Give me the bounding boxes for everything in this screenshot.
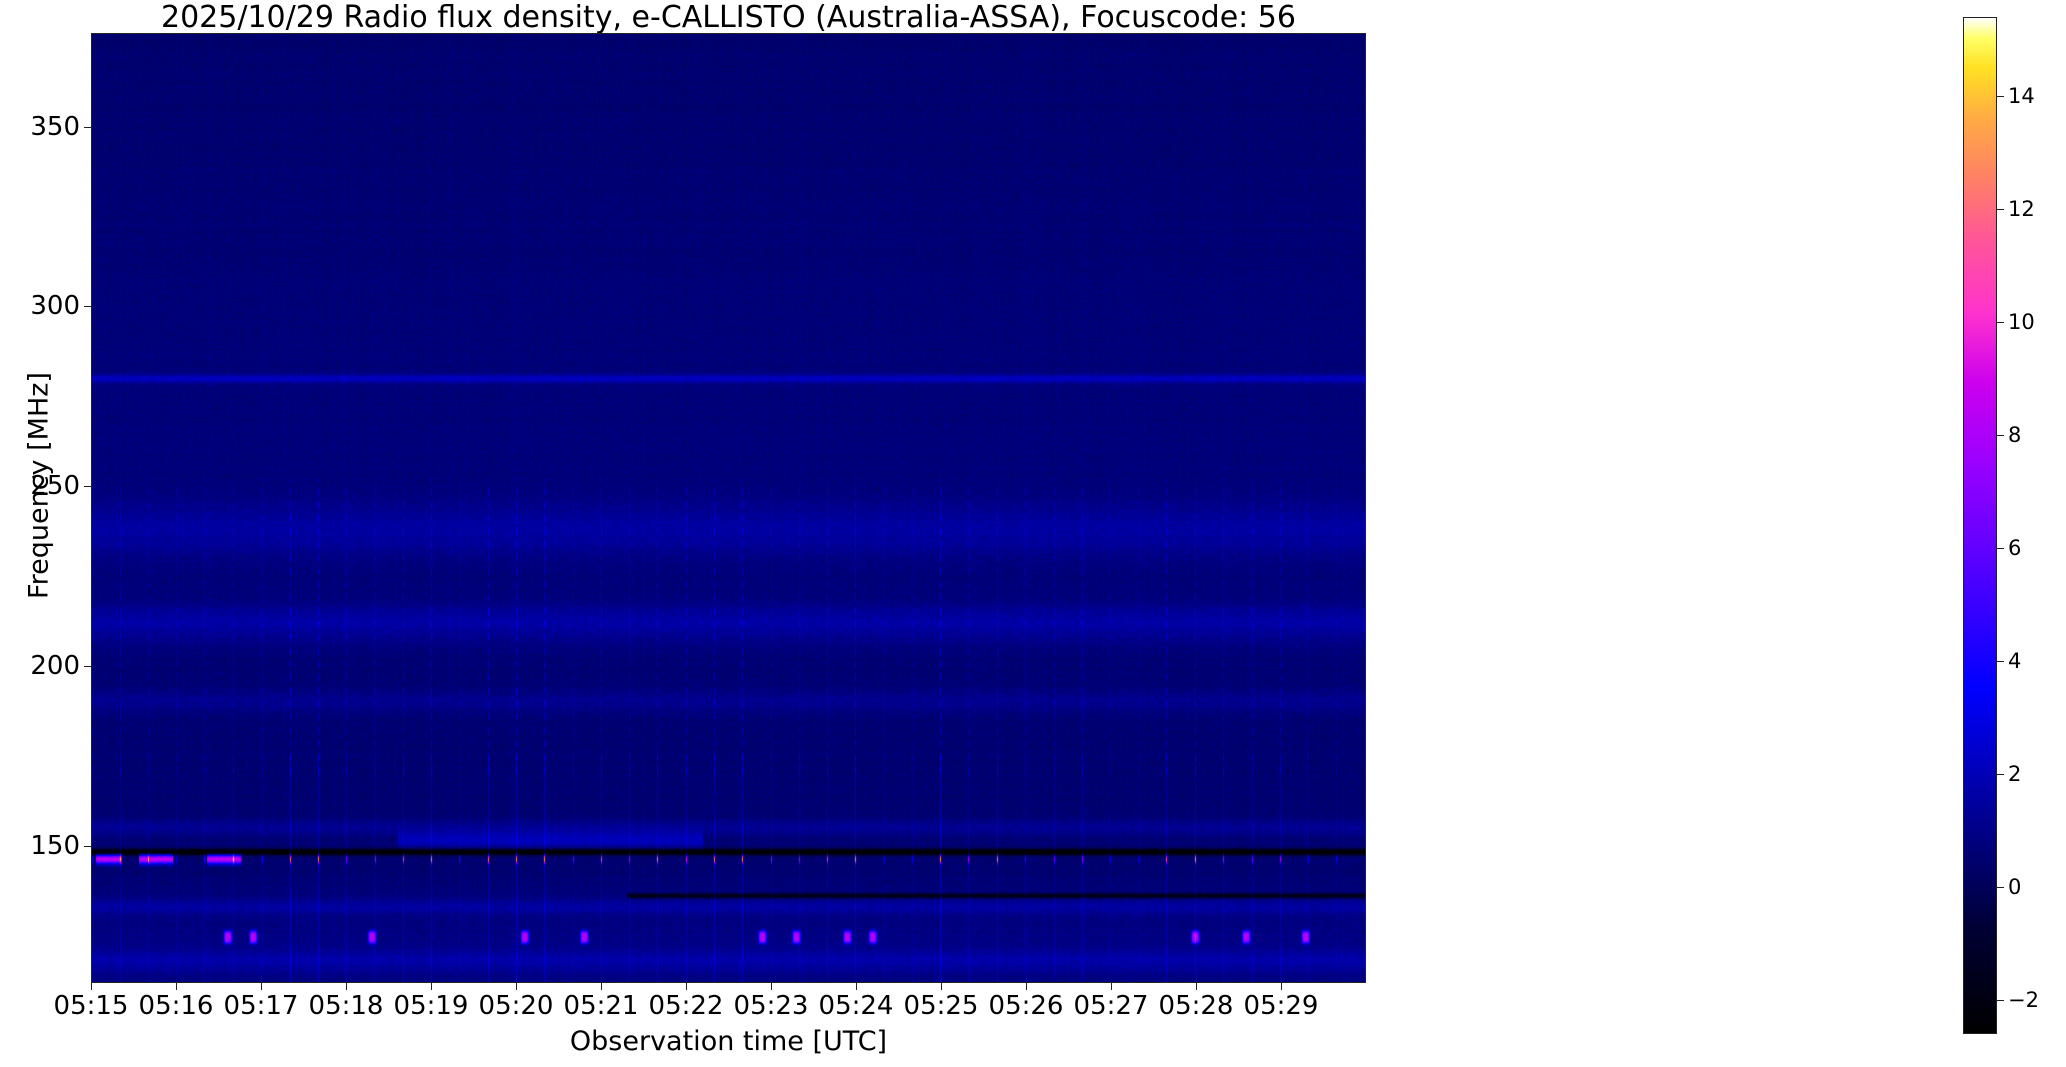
y-tick-label: 200 xyxy=(30,651,80,682)
spectrogram-plot-area[interactable] xyxy=(91,33,1366,983)
colorbar-tick-label: 8 xyxy=(2008,423,2022,448)
x-tick-label: 05:17 xyxy=(223,991,299,1021)
x-tick-mark xyxy=(1026,983,1027,990)
colorbar-tick-mark xyxy=(1997,548,2004,549)
x-axis-label: Observation time [UTC] xyxy=(569,1026,888,1057)
x-tick-mark xyxy=(686,983,687,990)
colorbar-tick-label: 0 xyxy=(2008,875,2022,900)
colorbar-gradient xyxy=(1963,17,1997,1034)
y-tick-mark xyxy=(84,127,91,128)
x-tick-mark xyxy=(346,983,347,990)
x-tick-mark xyxy=(431,983,432,990)
page-title: 2025/10/29 Radio flux density, e-CALLIST… xyxy=(161,0,1296,35)
colorbar-tick-label: −2 xyxy=(2008,988,2039,1013)
y-tick-mark xyxy=(84,666,91,667)
y-tick-mark xyxy=(84,306,91,307)
x-tick-mark xyxy=(856,983,857,990)
colorbar-tick-mark xyxy=(1997,1000,2004,1001)
colorbar-tick-mark xyxy=(1997,435,2004,436)
y-tick-label: 350 xyxy=(30,111,80,142)
x-tick-label: 05:24 xyxy=(818,991,894,1021)
x-tick-label: 05:23 xyxy=(733,991,809,1021)
colorbar-tick-label: 12 xyxy=(2008,197,2035,222)
y-tick-mark xyxy=(84,486,91,487)
x-tick-label: 05:16 xyxy=(138,991,214,1021)
x-tick-mark xyxy=(516,983,517,990)
colorbar-tick-mark xyxy=(1997,887,2004,888)
colorbar-tick-mark xyxy=(1997,322,2004,323)
colorbar-tick-label: 4 xyxy=(2008,649,2022,674)
x-tick-label: 05:21 xyxy=(563,991,639,1021)
x-tick-mark xyxy=(1281,983,1282,990)
x-tick-label: 05:25 xyxy=(903,991,979,1021)
colorbar-tick-label: 6 xyxy=(2008,536,2022,561)
x-tick-mark xyxy=(176,983,177,990)
colorbar-tick-label: 10 xyxy=(2008,310,2035,335)
x-tick-label: 05:28 xyxy=(1158,991,1234,1021)
x-tick-label: 05:29 xyxy=(1243,991,1319,1021)
x-tick-label: 05:26 xyxy=(988,991,1064,1021)
x-tick-label: 05:19 xyxy=(393,991,469,1021)
y-tick-label: 300 xyxy=(30,291,80,322)
x-tick-label: 05:15 xyxy=(53,991,129,1021)
colorbar-tick-mark xyxy=(1997,661,2004,662)
x-tick-label: 05:18 xyxy=(308,991,384,1021)
x-tick-label: 05:22 xyxy=(648,991,724,1021)
y-tick-label: 150 xyxy=(30,831,80,862)
colorbar[interactable]: −2 0 2 4 6 8 10 12 14 xyxy=(1963,17,2039,1034)
colorbar-tick-label: 2 xyxy=(2008,762,2022,787)
colorbar-tick-label: 14 xyxy=(2008,84,2035,109)
y-axis-label: Frequency [MHz] xyxy=(23,372,55,599)
x-tick-mark xyxy=(1111,983,1112,990)
y-tick-mark xyxy=(84,846,91,847)
x-tick-mark xyxy=(1196,983,1197,990)
x-tick-mark xyxy=(91,983,92,990)
y-tick-label: 250 xyxy=(30,471,80,502)
x-tick-mark xyxy=(601,983,602,990)
x-tick-mark xyxy=(771,983,772,990)
colorbar-tick-mark xyxy=(1997,96,2004,97)
dynamic-spectrum-heatmap[interactable] xyxy=(92,34,1365,982)
colorbar-tick-mark xyxy=(1997,209,2004,210)
x-tick-label: 05:27 xyxy=(1073,991,1149,1021)
x-tick-label: 05:20 xyxy=(478,991,554,1021)
x-tick-mark xyxy=(941,983,942,990)
colorbar-tick-mark xyxy=(1997,774,2004,775)
x-tick-mark xyxy=(261,983,262,990)
